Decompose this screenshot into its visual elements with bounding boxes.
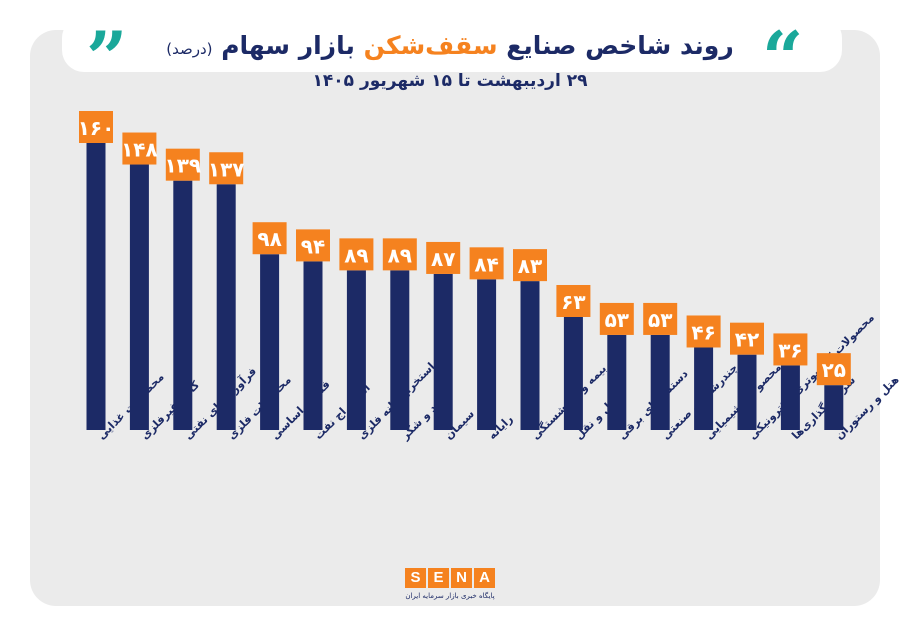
title-main: روند شاخص صنایع [497,31,734,60]
bar-13 [607,334,627,430]
bar-2 [129,164,149,430]
value-label-17: ۳۶ [778,338,802,362]
chart-panel [30,30,880,606]
value-label-box-3 [165,148,200,181]
bar-15 [694,347,714,430]
bar-18 [824,385,844,430]
value-label-15: ۴۶ [691,320,715,344]
bar-11 [520,281,540,430]
value-label-box-11 [513,249,547,282]
value-label-11: ۸۳ [518,254,542,278]
title-tail: بازار سهام [212,31,364,60]
bar-14 [650,334,670,430]
quote-close-icon: “ [762,15,804,100]
value-label-box-13 [599,302,634,335]
logo-letter-n: N [451,568,472,588]
logo-letters: S E N A [390,568,510,588]
logo-letter-s: S [405,568,426,588]
value-label-box-7 [339,238,374,271]
value-label-box-10 [469,247,504,280]
value-label-box-18 [816,353,851,386]
chart-subtitle: ۲۹ اردیبهشت تا ۱۵ شهریور ۱۴۰۵ [312,71,588,91]
value-label-box-1 [79,111,113,143]
value-label-12: ۶۳ [561,290,585,314]
value-label-7: ۸۹ [344,243,368,267]
title-box [62,16,842,72]
bar-7 [346,270,366,430]
value-label-box-5 [252,222,287,255]
value-label-1: ۱۶۰ [78,116,115,140]
value-label-18: ۲۵ [822,358,846,382]
bar-9 [433,273,453,430]
chart-title: روند شاخص صنایع سقف‌شکن بازار سهام (درصد… [150,31,750,60]
value-label-box-9 [426,241,461,274]
value-label-box-17 [773,333,808,366]
bar-16 [737,354,757,430]
bar-12 [563,316,583,430]
value-label-box-15 [686,315,721,348]
title-unit: (درصد) [166,40,213,58]
value-label-10: ۸۴ [474,252,498,276]
bar-1 [86,143,106,430]
value-label-13: ۵۳ [605,308,629,332]
bar-6 [303,261,323,430]
quote-open-icon: ” [86,15,128,100]
logo-letter-e: E [428,568,449,588]
bar-8 [390,270,410,430]
value-label-2: ۱۴۸ [121,138,158,162]
value-label-9: ۸۷ [431,247,455,271]
value-label-8: ۸۹ [388,243,412,267]
value-label-box-6 [296,229,330,262]
bar-5 [260,254,280,430]
logo-tagline: پایگاه خبری بازار سرمایه ایران [405,592,495,600]
value-label-5: ۹۸ [257,227,281,251]
value-label-4: ۱۳۷ [208,157,245,181]
value-label-14: ۵۳ [648,308,672,332]
value-label-3: ۱۳۹ [164,154,201,178]
value-label-box-8 [382,238,417,271]
bar-10 [477,279,497,430]
title-highlight: سقف‌شکن [363,31,498,60]
logo-letter-a: A [474,568,495,588]
value-label-box-16 [730,322,764,355]
value-label-box-2 [122,132,157,165]
value-label-box-14 [643,302,678,335]
value-label-6: ۹۴ [301,234,325,258]
bar-17 [780,365,800,430]
sena-logo: S E N A پایگاه خبری بازار سرمایه ایران [390,568,510,612]
value-label-box-12 [556,284,591,317]
bar-4 [216,184,236,430]
bar-3 [173,180,193,430]
value-label-16: ۴۲ [735,328,759,352]
value-label-box-4 [209,152,244,185]
